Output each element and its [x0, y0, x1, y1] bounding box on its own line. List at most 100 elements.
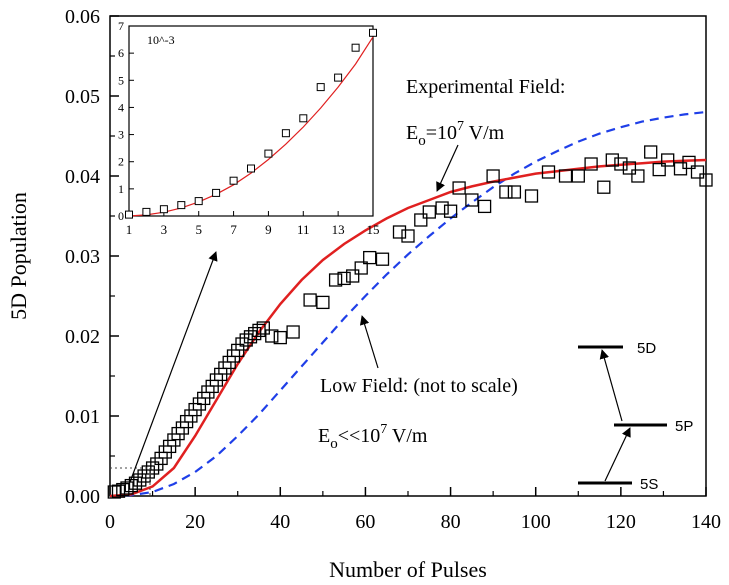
- data-point: [422, 205, 436, 219]
- x-axis-label: Number of Pulses: [329, 557, 487, 582]
- x-tick-label: 140: [691, 511, 721, 533]
- y-tick-label: 0.06: [65, 6, 100, 28]
- inset-data-point: [247, 164, 255, 173]
- experimental-field-arrow: [436, 144, 459, 192]
- inset-y-tick-label: 5: [118, 73, 124, 87]
- data-point: [375, 252, 390, 266]
- data-point: [452, 181, 466, 195]
- x-axis: 0 20 40 60 80 100 120 140: [105, 487, 721, 533]
- inset-data-point: [299, 114, 308, 123]
- data-point: [256, 321, 270, 335]
- inset-frame: [128, 25, 374, 217]
- low-field-series: [109, 110, 707, 498]
- data-point: [111, 484, 126, 498]
- inset-data-point: [281, 129, 290, 138]
- inset-fit-curve: [128, 36, 374, 217]
- inset-data-point: [334, 73, 343, 82]
- data-point: [652, 162, 666, 177]
- experimental-field-title: Experimental Field:: [406, 76, 565, 98]
- data-point: [614, 157, 628, 171]
- data-point: [644, 145, 658, 159]
- inset-x-tick-label: 7: [230, 222, 237, 237]
- y-axis: 0.00 0.01 0.02 0.03 0.04 0.05 0.06: [65, 6, 119, 508]
- data-point: [435, 201, 449, 215]
- level-5s-label: 5S: [640, 476, 658, 493]
- inset-data-point: [194, 197, 203, 206]
- data-point: [316, 295, 330, 310]
- x-tick-label: 100: [521, 511, 551, 533]
- data-point: [107, 485, 121, 499]
- y-tick-label: 0.05: [65, 86, 100, 108]
- data-point: [499, 185, 513, 199]
- inset-arrow: [129, 251, 218, 483]
- inset-multiplier: 10^-3: [147, 33, 175, 47]
- data-point: [541, 165, 556, 179]
- data-point: [354, 261, 368, 275]
- transition-5p-5d-arrow: [599, 349, 623, 422]
- x-tick-label: 80: [441, 511, 461, 533]
- data-point: [133, 473, 147, 487]
- x-tick-label: 120: [606, 511, 636, 533]
- low-field-line: [109, 110, 707, 498]
- data-point: [363, 250, 377, 265]
- data-point: [128, 476, 143, 490]
- inset-y-tick-label: 6: [118, 46, 124, 60]
- data-series: [107, 145, 713, 499]
- inset-data-point: [177, 201, 186, 210]
- inset-data-point: [369, 28, 377, 37]
- data-point: [682, 155, 696, 170]
- inset-x-tick-label: 3: [161, 222, 168, 237]
- inset-data-point: [316, 83, 325, 92]
- inset-x-tick-label: 11: [297, 222, 310, 237]
- inset-y-tick-label: 1: [118, 182, 124, 196]
- data-point: [346, 269, 360, 283]
- data-point: [235, 337, 249, 351]
- data-point: [465, 193, 479, 207]
- data-point: [273, 330, 287, 345]
- y-tick-label: 0.02: [65, 326, 100, 348]
- transition-5s-5p-arrow: [604, 427, 631, 482]
- data-point: [252, 323, 266, 338]
- inset-data-point: [264, 149, 273, 158]
- inset-data-point: [142, 207, 151, 216]
- experimental-field-equation: Eo=107 V/m: [406, 119, 505, 149]
- inset-x-tick-label: 15: [367, 222, 380, 237]
- inset-data-point: [212, 188, 221, 197]
- low-field-title: Low Field: (not to scale): [320, 375, 518, 397]
- inset-x-tick-label: 13: [332, 222, 345, 237]
- data-point: [337, 271, 351, 286]
- inset-x-tick-label: 1: [126, 222, 133, 237]
- low-field-arrow: [359, 315, 379, 369]
- data-point: [486, 169, 500, 183]
- data-point: [699, 173, 713, 187]
- energy-level-diagram: 5D 5P 5S: [578, 340, 693, 493]
- data-point: [443, 204, 458, 218]
- y-tick-label: 0.03: [65, 246, 100, 268]
- level-5d-label: 5D: [637, 340, 656, 357]
- inset-x-tick-label: 9: [265, 222, 272, 237]
- x-tick-label: 40: [270, 511, 290, 533]
- data-point: [477, 199, 492, 214]
- inset-data-point: [125, 210, 133, 219]
- data-point: [524, 189, 539, 203]
- inset-data-point: [159, 205, 168, 214]
- inset-data-point: [229, 176, 238, 185]
- y-tick-label: 0.00: [65, 486, 100, 508]
- data-point: [661, 153, 675, 167]
- low-field-equation: Eo<<107 V/m: [318, 422, 428, 452]
- inset-y-tick-label: 0: [118, 209, 124, 223]
- data-point: [116, 482, 130, 497]
- inset-y-tick-label: 2: [118, 155, 124, 169]
- data-point: [558, 169, 573, 183]
- data-point: [414, 213, 428, 227]
- inset-points: [125, 28, 377, 219]
- data-point: [328, 273, 343, 287]
- y-axis-label: 5D Population: [6, 192, 31, 320]
- data-point: [507, 185, 522, 199]
- data-point: [690, 165, 705, 179]
- data-point: [120, 481, 134, 495]
- level-5p-label: 5P: [675, 418, 693, 435]
- inset-y-tick-label: 7: [118, 19, 124, 33]
- x-tick-label: 20: [185, 511, 205, 533]
